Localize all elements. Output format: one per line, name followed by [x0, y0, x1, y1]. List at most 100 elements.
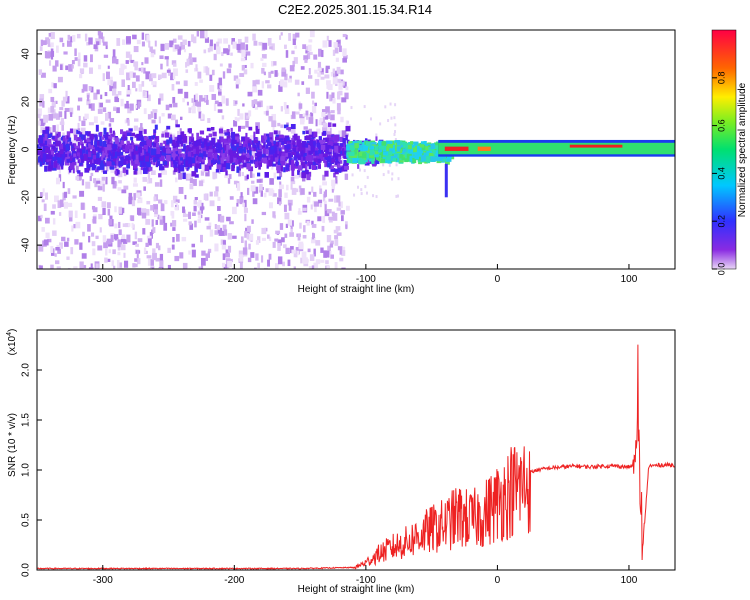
- heatmap-noise-cell: [193, 199, 198, 205]
- heatmap-noise-cell: [203, 49, 207, 54]
- heatmap-noise-cell: [104, 92, 108, 97]
- heatmap-band-cell: [48, 133, 52, 137]
- heatmap-band-cell: [44, 147, 50, 154]
- heatmap-noise-cell: [272, 241, 276, 248]
- heatmap-band-cell: [146, 140, 152, 147]
- heatmap-band-cell: [125, 155, 129, 159]
- heatmap-band-cell: [220, 157, 224, 164]
- heatmap-noise-cell: [322, 181, 327, 186]
- heatmap-band-cell: [166, 139, 170, 145]
- heatmap-noise-cell: [109, 117, 115, 123]
- heatmap-noise-cell: [213, 43, 216, 50]
- heatmap-band-cell: [283, 124, 289, 129]
- heatmap-noise-cell: [286, 122, 289, 127]
- heatmap-mid-cell: [413, 142, 418, 148]
- heatmap-noise-cell: [335, 57, 339, 62]
- heatmap-noise-cell: [329, 243, 334, 248]
- heatmap-noise-cell: [134, 258, 138, 262]
- heatmap-noise-cell: [244, 240, 248, 249]
- heatmap-band-cell: [87, 131, 91, 137]
- heatmap-noise-cell: [159, 55, 164, 60]
- heatmap-band-cell: [269, 132, 274, 138]
- heatmap-mid-cell: [356, 156, 362, 161]
- heatmap-noise-cell: [54, 253, 57, 257]
- heatmap-noise-cell: [325, 65, 330, 70]
- heatmap-noise-cell: [330, 254, 334, 259]
- heatmap-band-cell: [128, 154, 131, 160]
- heatmap-band-cell: [185, 160, 190, 168]
- heatmap-noise-cell: [212, 171, 218, 179]
- heatmap-noise-cell: [239, 113, 244, 120]
- heatmap-band-cell: [193, 140, 199, 147]
- heatmap-band-cell: [239, 165, 244, 169]
- heatmap-band-cell: [187, 151, 192, 157]
- heatmap-noise-cell: [342, 58, 347, 63]
- heatmap-noise-cell: [180, 41, 185, 50]
- heatmap-noise-cell: [61, 236, 66, 242]
- snr-plot-area: [37, 330, 675, 570]
- heatmap-noise-cell: [265, 110, 269, 116]
- heatmap-mid-cell: [362, 153, 367, 159]
- heatmap-noise-cell: [200, 113, 204, 120]
- heatmap-band-cell: [312, 141, 316, 148]
- heatmap-band-cell: [308, 154, 313, 161]
- heatmap-noise-cell: [43, 114, 49, 123]
- heatmap-noise-cell: [326, 91, 329, 99]
- heatmap-noise-cell: [209, 85, 215, 92]
- heatmap-noise-cell: [332, 49, 336, 56]
- heatmap-noise-cell: [73, 223, 76, 229]
- heatmap-band-cell: [242, 162, 248, 168]
- heatmap-noise-cell: [132, 34, 137, 40]
- heatmap-noise-cell: [358, 168, 361, 172]
- heatmap-noise-cell: [268, 202, 273, 209]
- heatmap-noise-cell: [299, 222, 302, 229]
- heatmap-band-cell: [48, 163, 53, 170]
- heatmap-mid-cell: [410, 141, 414, 145]
- heatmap-noise-cell: [88, 235, 91, 243]
- heatmap-noise-cell: [239, 196, 244, 205]
- heatmap-band-cell: [241, 158, 245, 164]
- heatmap-band-cell: [292, 140, 296, 145]
- heatmap-mid-cell: [387, 158, 392, 164]
- heatmap-noise-cell: [222, 253, 226, 260]
- heatmap-noise-cell: [221, 95, 226, 104]
- heatmap-mid-cell: [407, 149, 414, 153]
- top-y-tick-label: 20: [21, 96, 32, 108]
- heatmap-mid-cell: [378, 140, 383, 145]
- heatmap-noise-cell: [164, 56, 169, 60]
- heatmap-band-cell: [114, 164, 117, 169]
- heatmap-noise-cell: [314, 206, 317, 213]
- heatmap-noise-cell: [225, 249, 230, 254]
- heatmap-band-cell: [207, 160, 211, 166]
- heatmap-noise-cell: [244, 54, 247, 61]
- heatmap-band-cell: [241, 155, 246, 160]
- heatmap-noise-cell: [159, 93, 164, 101]
- heatmap-band-cell: [265, 144, 269, 151]
- heatmap-band-cell: [330, 168, 336, 172]
- heatmap-band-cell: [296, 135, 300, 139]
- heatmap-noise-cell: [148, 40, 151, 48]
- heatmap-band-cell: [91, 163, 95, 171]
- heatmap-band-cell: [182, 135, 187, 143]
- heatmap-noise-cell: [129, 103, 134, 111]
- heatmap-noise-cell: [149, 232, 153, 239]
- heatmap-noise-cell: [327, 127, 332, 136]
- heatmap-noise-cell: [230, 52, 233, 56]
- heatmap-band-cell: [88, 143, 91, 147]
- heatmap-band-cell: [198, 162, 202, 169]
- heatmap-noise-cell: [217, 227, 222, 234]
- heatmap-noise-cell: [48, 60, 52, 66]
- heatmap-band-cell: [171, 157, 176, 164]
- heatmap-noise-cell: [252, 80, 257, 87]
- heatmap-noise-cell: [80, 127, 86, 135]
- heatmap-noise-cell: [244, 213, 247, 222]
- heatmap-noise-cell: [256, 179, 262, 183]
- heatmap-band-cell: [44, 133, 48, 141]
- heatmap-noise-cell: [150, 53, 155, 58]
- bottom-y-scale-factor: (x104): [6, 329, 18, 356]
- heatmap-noise-cell: [39, 265, 43, 269]
- heatmap-noise-cell: [120, 63, 125, 70]
- heatmap-noise-cell: [269, 46, 273, 50]
- heatmap-noise-cell: [192, 212, 196, 216]
